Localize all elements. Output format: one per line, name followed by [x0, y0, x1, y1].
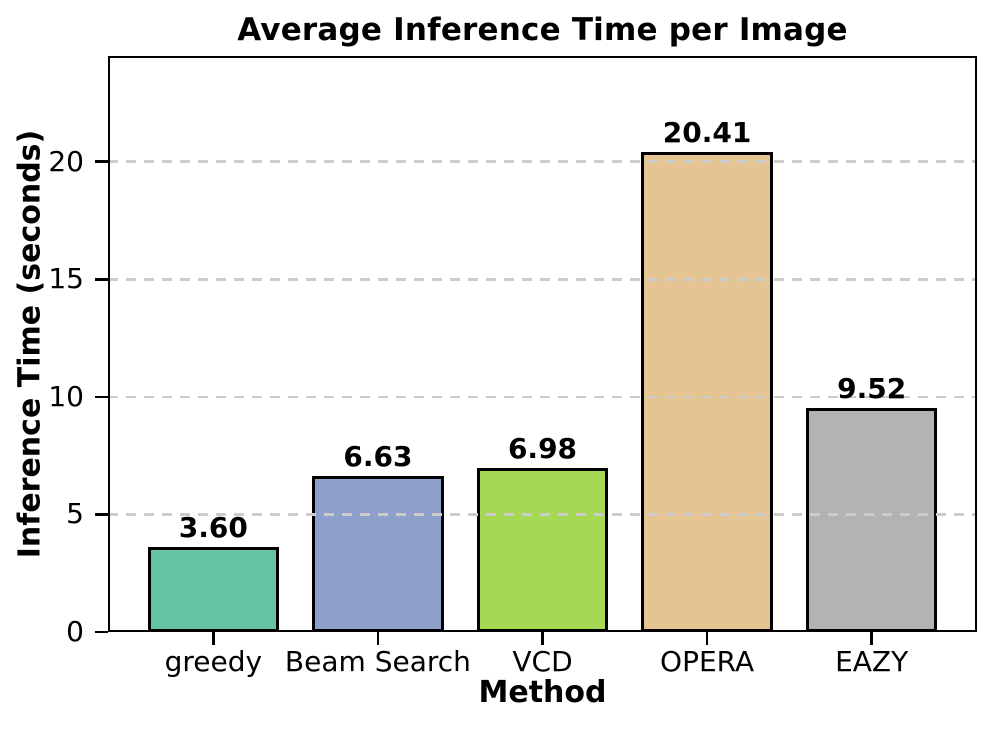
- y-axis-label: Inference Time (seconds): [12, 129, 48, 559]
- y-tick-label-20: 20: [48, 144, 84, 178]
- y-tick-label-5: 5: [66, 497, 84, 531]
- y-tick-mark-0: [95, 630, 108, 634]
- chart-title: Average Inference Time per Image: [237, 12, 848, 48]
- x-tick-label-opera: OPERA: [660, 645, 755, 678]
- bar-value-label-vcd: 6.98: [507, 431, 578, 465]
- bar-vcd: [476, 467, 609, 632]
- y-tick-label-15: 15: [48, 262, 84, 296]
- bar-value-label-opera: 20.41: [662, 116, 752, 150]
- x-tick-label-beam-search: Beam Search: [284, 645, 471, 678]
- bar-eazy: [805, 408, 938, 632]
- y-tick-mark-10: [95, 395, 108, 399]
- gridline-y-15: [108, 278, 977, 281]
- plot-area: 3.60 greedy 6.63 Beam Search 6.98 VCD 20.41 OPE…: [95, 56, 977, 678]
- x-tick-mark-eazy: [870, 632, 873, 645]
- bar-value-label-beam-search: 6.63: [343, 440, 413, 474]
- gridline-y-5: [108, 513, 977, 516]
- x-tick-label-eazy: EAZY: [835, 645, 909, 678]
- x-tick-label-vcd: VCD: [512, 645, 573, 678]
- bar-greedy: [147, 547, 280, 632]
- x-axis-label: Method: [478, 675, 607, 710]
- bar-value-label-eazy: 9.52: [837, 372, 907, 406]
- x-tick-mark-greedy: [212, 632, 215, 645]
- y-tick-mark-20: [95, 160, 108, 164]
- y-tick-mark-5: [95, 513, 108, 516]
- x-tick-mark-opera: [705, 632, 709, 645]
- y-tick-mark-15: [95, 278, 108, 281]
- bar-value-label-greedy: 3.60: [178, 511, 248, 545]
- bar-opera: [641, 152, 773, 632]
- x-tick-mark-vcd: [541, 632, 544, 645]
- y-tick-label-10: 10: [48, 379, 84, 413]
- x-tick-label-greedy: greedy: [164, 645, 263, 678]
- gridline-y-10: [108, 395, 977, 399]
- gridline-y-20: [108, 160, 977, 164]
- x-tick-mark-beam-search: [376, 632, 380, 645]
- y-tick-label-0: 0: [66, 615, 84, 648]
- bar-beam-search: [312, 476, 444, 632]
